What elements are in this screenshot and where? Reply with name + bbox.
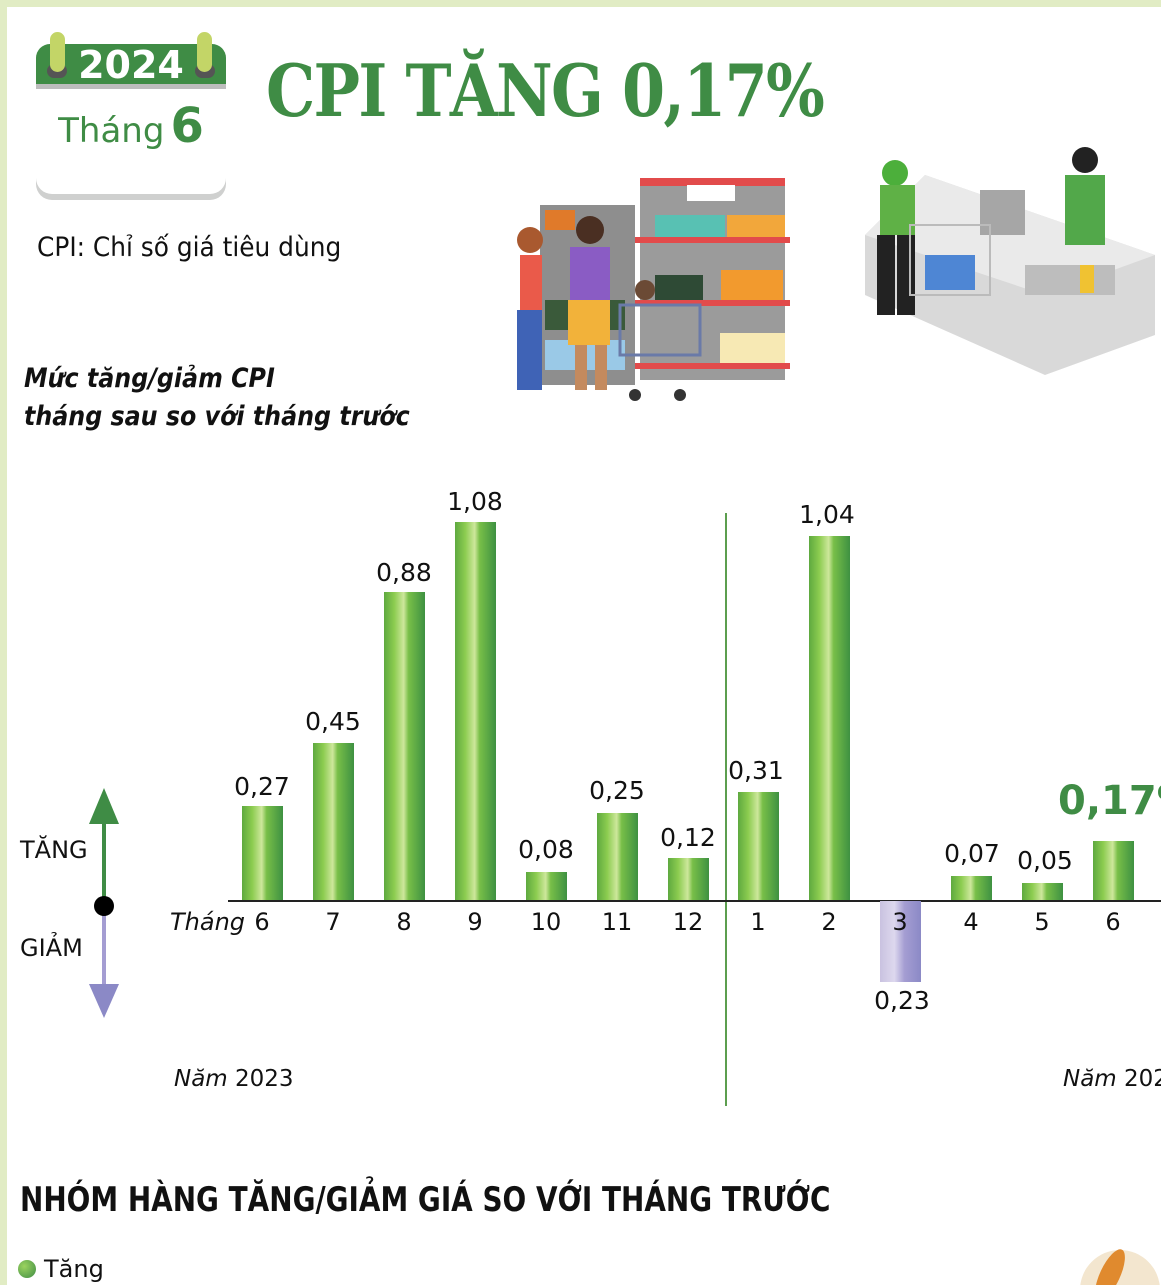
origin-dot-icon <box>94 896 114 916</box>
bar-2024-04 <box>951 876 992 900</box>
x-axis-prefix: Tháng <box>170 908 246 936</box>
month-label: 8 <box>396 908 412 936</box>
bar-2024-02 <box>809 536 850 900</box>
bar-value: 0,25 <box>589 776 645 805</box>
month-label: 9 <box>467 908 483 936</box>
bar-2024-06 <box>1093 841 1134 900</box>
decrease-label: GIẢM <box>20 934 83 962</box>
calendar-ring-icon <box>50 32 65 72</box>
month-label: 10 <box>530 908 562 936</box>
year-label-2023: Năm 2023 <box>174 1066 294 1092</box>
year-divider-line <box>725 513 727 1106</box>
arrow-up-icon <box>89 788 119 824</box>
bar-2023-08 <box>384 592 425 900</box>
shopping-family-illustration <box>517 178 790 401</box>
month-label: 12 <box>672 908 704 936</box>
month-label: 7 <box>325 908 341 936</box>
bar-value: 0,07 <box>944 839 1000 868</box>
chart-subtitle-line2: tháng sau so với tháng trước <box>24 401 410 432</box>
bar-2023-12 <box>668 858 709 900</box>
month-label: 5 <box>1034 908 1050 936</box>
bar-value: 0,05 <box>1017 846 1073 875</box>
month-label: 2 <box>821 908 837 936</box>
increase-label: TĂNG <box>20 836 88 864</box>
year-prefix: Năm <box>174 1066 228 1092</box>
year-label-2024: Năm 202 <box>1063 1066 1161 1092</box>
page-title: CPI TĂNG 0,17% <box>266 48 825 133</box>
section-title: NHÓM HÀNG TĂNG/GIẢM GIÁ SO VỚI THÁNG TRƯ… <box>20 1180 831 1220</box>
bar-value: 0,27 <box>234 772 290 801</box>
green-dot-icon <box>18 1260 36 1278</box>
bar-value: 1,04 <box>799 500 855 529</box>
calendar-header: 2024 <box>36 44 226 89</box>
checkout-counter-illustration <box>865 147 1155 375</box>
month-label: 6 <box>1105 908 1121 936</box>
legend-increase: Tăng <box>18 1255 104 1283</box>
month-label: 1 <box>750 908 766 936</box>
bar-2024-01 <box>738 792 779 900</box>
highlight-value: 0,17% <box>1058 778 1161 824</box>
calendar-ring-icon <box>197 32 212 72</box>
bar-value: 0,88 <box>376 558 432 587</box>
chart-baseline <box>228 900 1161 902</box>
bar-value: 0,23 <box>874 986 930 1015</box>
chart-subtitle: Mức tăng/giảm CPI tháng sau so với tháng… <box>24 360 410 436</box>
bar-value: 0,12 <box>660 823 716 852</box>
year-prefix: Năm <box>1063 1066 1117 1092</box>
year-value: 2023 <box>235 1066 294 1092</box>
month-label: 4 <box>963 908 979 936</box>
bar-2023-11 <box>597 813 638 900</box>
calendar-month-number: 6 <box>170 98 204 154</box>
legend-increase-label: Tăng <box>44 1255 104 1283</box>
calendar-badge: 2024 Tháng 6 <box>36 32 226 194</box>
bar-value: 0,45 <box>305 707 361 736</box>
arrow-down-icon <box>89 984 119 1018</box>
food-plate-illustration <box>1080 1249 1160 1285</box>
calendar-month: Tháng 6 <box>36 98 226 154</box>
bar-value: 1,08 <box>447 487 503 516</box>
bar-2024-03 <box>880 901 921 982</box>
bar-value: 0,08 <box>518 835 574 864</box>
bar-2023-07 <box>313 743 354 900</box>
month-label: 11 <box>601 908 633 936</box>
bar-2023-10 <box>526 872 567 900</box>
calendar-year: 2024 <box>78 43 184 87</box>
chart-subtitle-line1: Mức tăng/giảm CPI <box>24 363 275 394</box>
bar-2023-09 <box>455 522 496 900</box>
month-label: 6 <box>254 908 270 936</box>
bar-2023-06 <box>242 806 283 900</box>
bar-2024-05 <box>1022 883 1063 900</box>
calendar-body <box>36 86 226 194</box>
year-value: 202 <box>1124 1066 1161 1092</box>
frame-left-border <box>0 0 7 1285</box>
frame-top-border <box>0 0 1161 7</box>
month-label: 3 <box>892 908 908 936</box>
cpi-definition: CPI: Chỉ số giá tiêu dùng <box>37 232 342 263</box>
calendar-month-label: Tháng <box>58 111 165 151</box>
bar-value: 0,31 <box>728 756 784 785</box>
increase-decrease-axis-icon <box>89 788 119 1018</box>
